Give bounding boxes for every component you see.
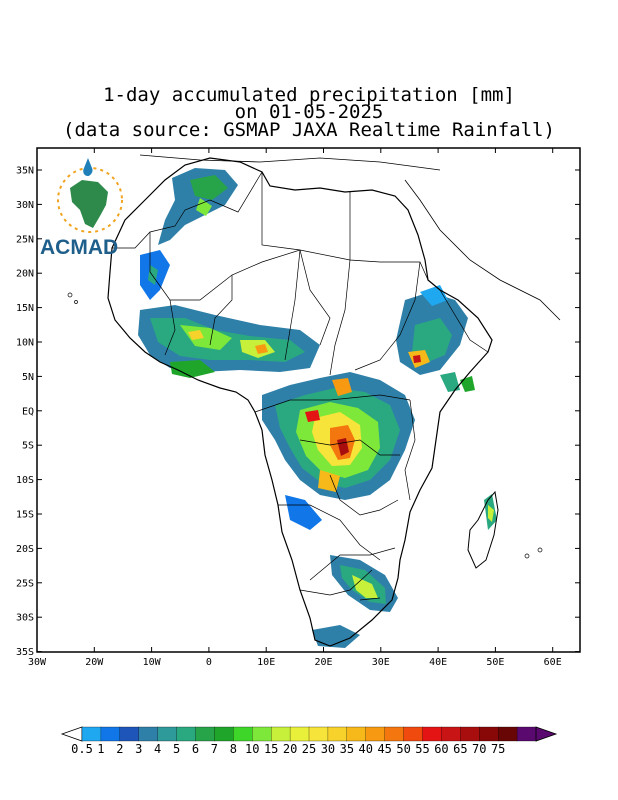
colorbar-label: 30 bbox=[321, 742, 335, 756]
lon-tick-label: 20W bbox=[85, 657, 104, 668]
cape-verde-2 bbox=[74, 300, 78, 304]
cape-verde bbox=[67, 292, 73, 298]
colorbar-label: 20 bbox=[283, 742, 297, 756]
arabia-outline bbox=[404, 179, 561, 321]
lat-tick-label: EQ bbox=[22, 406, 34, 417]
lon-tick-label: 20E bbox=[314, 657, 332, 668]
mauritius bbox=[524, 553, 530, 559]
title-line-1: 1-day accumulated precipitation [mm] bbox=[103, 84, 515, 106]
lon-tick-label: 40E bbox=[429, 657, 447, 668]
lat-tick-label: 35N bbox=[16, 166, 34, 177]
colorbar-label: 7 bbox=[211, 742, 218, 756]
colorbar-swatch bbox=[422, 726, 443, 742]
colorbar-swatch bbox=[384, 726, 405, 742]
colorbar-max-arrow bbox=[535, 726, 558, 742]
colorbar-label: 40 bbox=[359, 742, 373, 756]
colorbar-swatch bbox=[214, 726, 234, 742]
colorbar-label: 50 bbox=[396, 742, 410, 756]
acmad-logo-text: ACMAD bbox=[40, 236, 118, 259]
colorbar-swatch bbox=[195, 726, 216, 742]
colorbar-swatch bbox=[403, 726, 424, 742]
colorbar-swatch bbox=[460, 726, 480, 742]
africa-coastline bbox=[107, 157, 493, 647]
colorbar-swatch bbox=[327, 726, 348, 742]
colorbar-swatch bbox=[252, 726, 272, 742]
lon-tick-label: 30W bbox=[28, 657, 47, 668]
lat-tick-label: 5S bbox=[22, 441, 34, 452]
colorbar-swatch bbox=[100, 726, 121, 742]
precipitation-field bbox=[138, 168, 497, 648]
colorbar-label: 75 bbox=[491, 742, 505, 756]
colorbar-swatch bbox=[138, 726, 159, 742]
lon-tick-label: 0 bbox=[206, 657, 212, 668]
colorbar-label: 3 bbox=[135, 742, 142, 756]
colorbar-swatch bbox=[289, 726, 310, 742]
colorbar-swatch bbox=[441, 726, 461, 742]
title-line-3: (data source: GSMAP JAXA Realtime Rainfa… bbox=[63, 119, 555, 141]
colorbar-label: 15 bbox=[264, 742, 278, 756]
lat-tick-label: 20S bbox=[16, 544, 34, 555]
colorbar-swatch bbox=[81, 726, 102, 742]
map-area: ACMAD bbox=[40, 154, 561, 648]
lat-tick-label: 5N bbox=[22, 372, 34, 383]
colorbar-swatch bbox=[365, 726, 386, 742]
colorbar-swatch bbox=[479, 726, 499, 742]
lon-tick-label: 10W bbox=[143, 657, 162, 668]
lon-tick-label: 60E bbox=[544, 657, 562, 668]
colorbar-swatch bbox=[346, 726, 367, 742]
colorbar-label: 4 bbox=[154, 742, 161, 756]
lon-tick-label: 10E bbox=[257, 657, 275, 668]
colorbar-label: 65 bbox=[453, 742, 467, 756]
africa-continent-logo-icon bbox=[57, 158, 123, 233]
colorbar-label: 60 bbox=[434, 742, 448, 756]
lat-tick-label: 10S bbox=[16, 475, 34, 486]
colorbar-swatch bbox=[516, 726, 537, 742]
colorbar-label: 0.5 bbox=[71, 742, 93, 756]
colorbar-swatch bbox=[498, 726, 518, 742]
lat-tick-label: 15S bbox=[16, 510, 34, 521]
colorbar-swatch bbox=[176, 726, 197, 742]
colorbar-label: 10 bbox=[245, 742, 259, 756]
lat-tick-label: 25N bbox=[16, 234, 34, 245]
colorbar-swatch bbox=[157, 726, 178, 742]
colorbar: 0.5 1 2 3 4 5 6 7 8 10 15 20 25 30 35 40 45 50 55 60 65 70 75 bbox=[60, 726, 558, 756]
madagascar-outline bbox=[467, 490, 499, 569]
reunion bbox=[537, 547, 543, 553]
lat-tick-label: 30N bbox=[16, 200, 34, 211]
colorbar-label: 8 bbox=[230, 742, 237, 756]
lat-tick-label: 35S bbox=[16, 647, 34, 658]
colorbar-swatch bbox=[271, 726, 291, 742]
colorbar-label: 70 bbox=[472, 742, 486, 756]
colorbar-swatch bbox=[119, 726, 140, 742]
colorbar-label: 2 bbox=[116, 742, 123, 756]
colorbar-label: 5 bbox=[173, 742, 180, 756]
europe-coast bbox=[139, 154, 441, 171]
lat-tick-label: 25S bbox=[16, 578, 34, 589]
colorbar-swatch bbox=[308, 726, 329, 742]
lon-tick-label: 30E bbox=[372, 657, 390, 668]
colorbar-swatch bbox=[233, 726, 253, 742]
colorbar-label: 45 bbox=[377, 742, 391, 756]
lat-tick-label: 10N bbox=[16, 338, 34, 349]
colorbar-label: 35 bbox=[340, 742, 354, 756]
lat-tick-label: 30S bbox=[16, 613, 34, 624]
colorbar-label: 6 bbox=[192, 742, 199, 756]
axis-ticks: 35N 30N 25N 20N 15N 10N 5N EQ 5S 10S 15S 20S 25S 30S 3… bbox=[16, 148, 580, 668]
title-line-2: on 01-05-2025 bbox=[234, 101, 384, 123]
colorbar-min-arrow bbox=[60, 726, 83, 742]
colorbar-label: 25 bbox=[302, 742, 316, 756]
acmad-logo: ACMAD bbox=[40, 158, 123, 259]
colorbar-label: 1 bbox=[97, 742, 104, 756]
colorbar-label: 55 bbox=[415, 742, 429, 756]
country-borders bbox=[112, 171, 489, 601]
lat-tick-label: 15N bbox=[16, 303, 34, 314]
lat-tick-label: 20N bbox=[16, 269, 34, 280]
lon-tick-label: 50E bbox=[486, 657, 504, 668]
